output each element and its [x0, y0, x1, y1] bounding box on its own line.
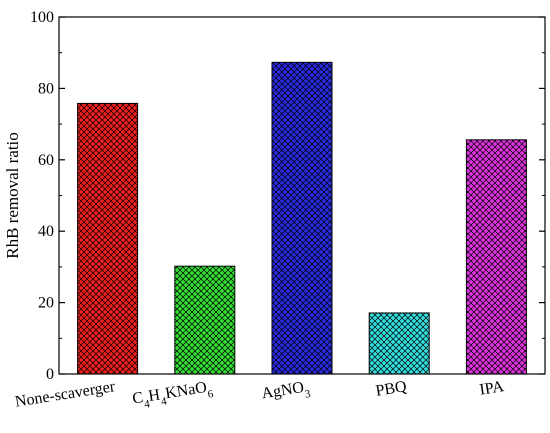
x-tick-label-5: IPA: [478, 378, 505, 399]
bar-2: [174, 265, 236, 375]
y-tick-label: 20: [38, 295, 54, 312]
y-tick-label: 80: [38, 80, 54, 97]
x-tick-label-2: C4H4KNaO6: [131, 378, 214, 412]
x-tick-label-4: PBQ: [374, 378, 408, 400]
y-tick-label: 0: [46, 366, 54, 383]
bars-group: [77, 61, 527, 375]
bar-5: [465, 139, 527, 375]
bar-3: [271, 61, 333, 375]
y-tick-label: 100: [30, 9, 54, 26]
y-tick-label: 60: [38, 152, 54, 169]
y-axis-title: RhB removal ratio: [3, 132, 22, 259]
x-tick-label-1: None-scaverger: [14, 378, 117, 411]
bar-4: [368, 312, 430, 375]
y-tick-label: 40: [38, 223, 54, 240]
axes-group: 0 20 40 60 80 100 None-scaverger C4H4KNaO6 AgNO3…: [14, 9, 546, 412]
x-tick-label-3: AgNO3: [260, 378, 312, 407]
bar-1: [77, 102, 139, 375]
